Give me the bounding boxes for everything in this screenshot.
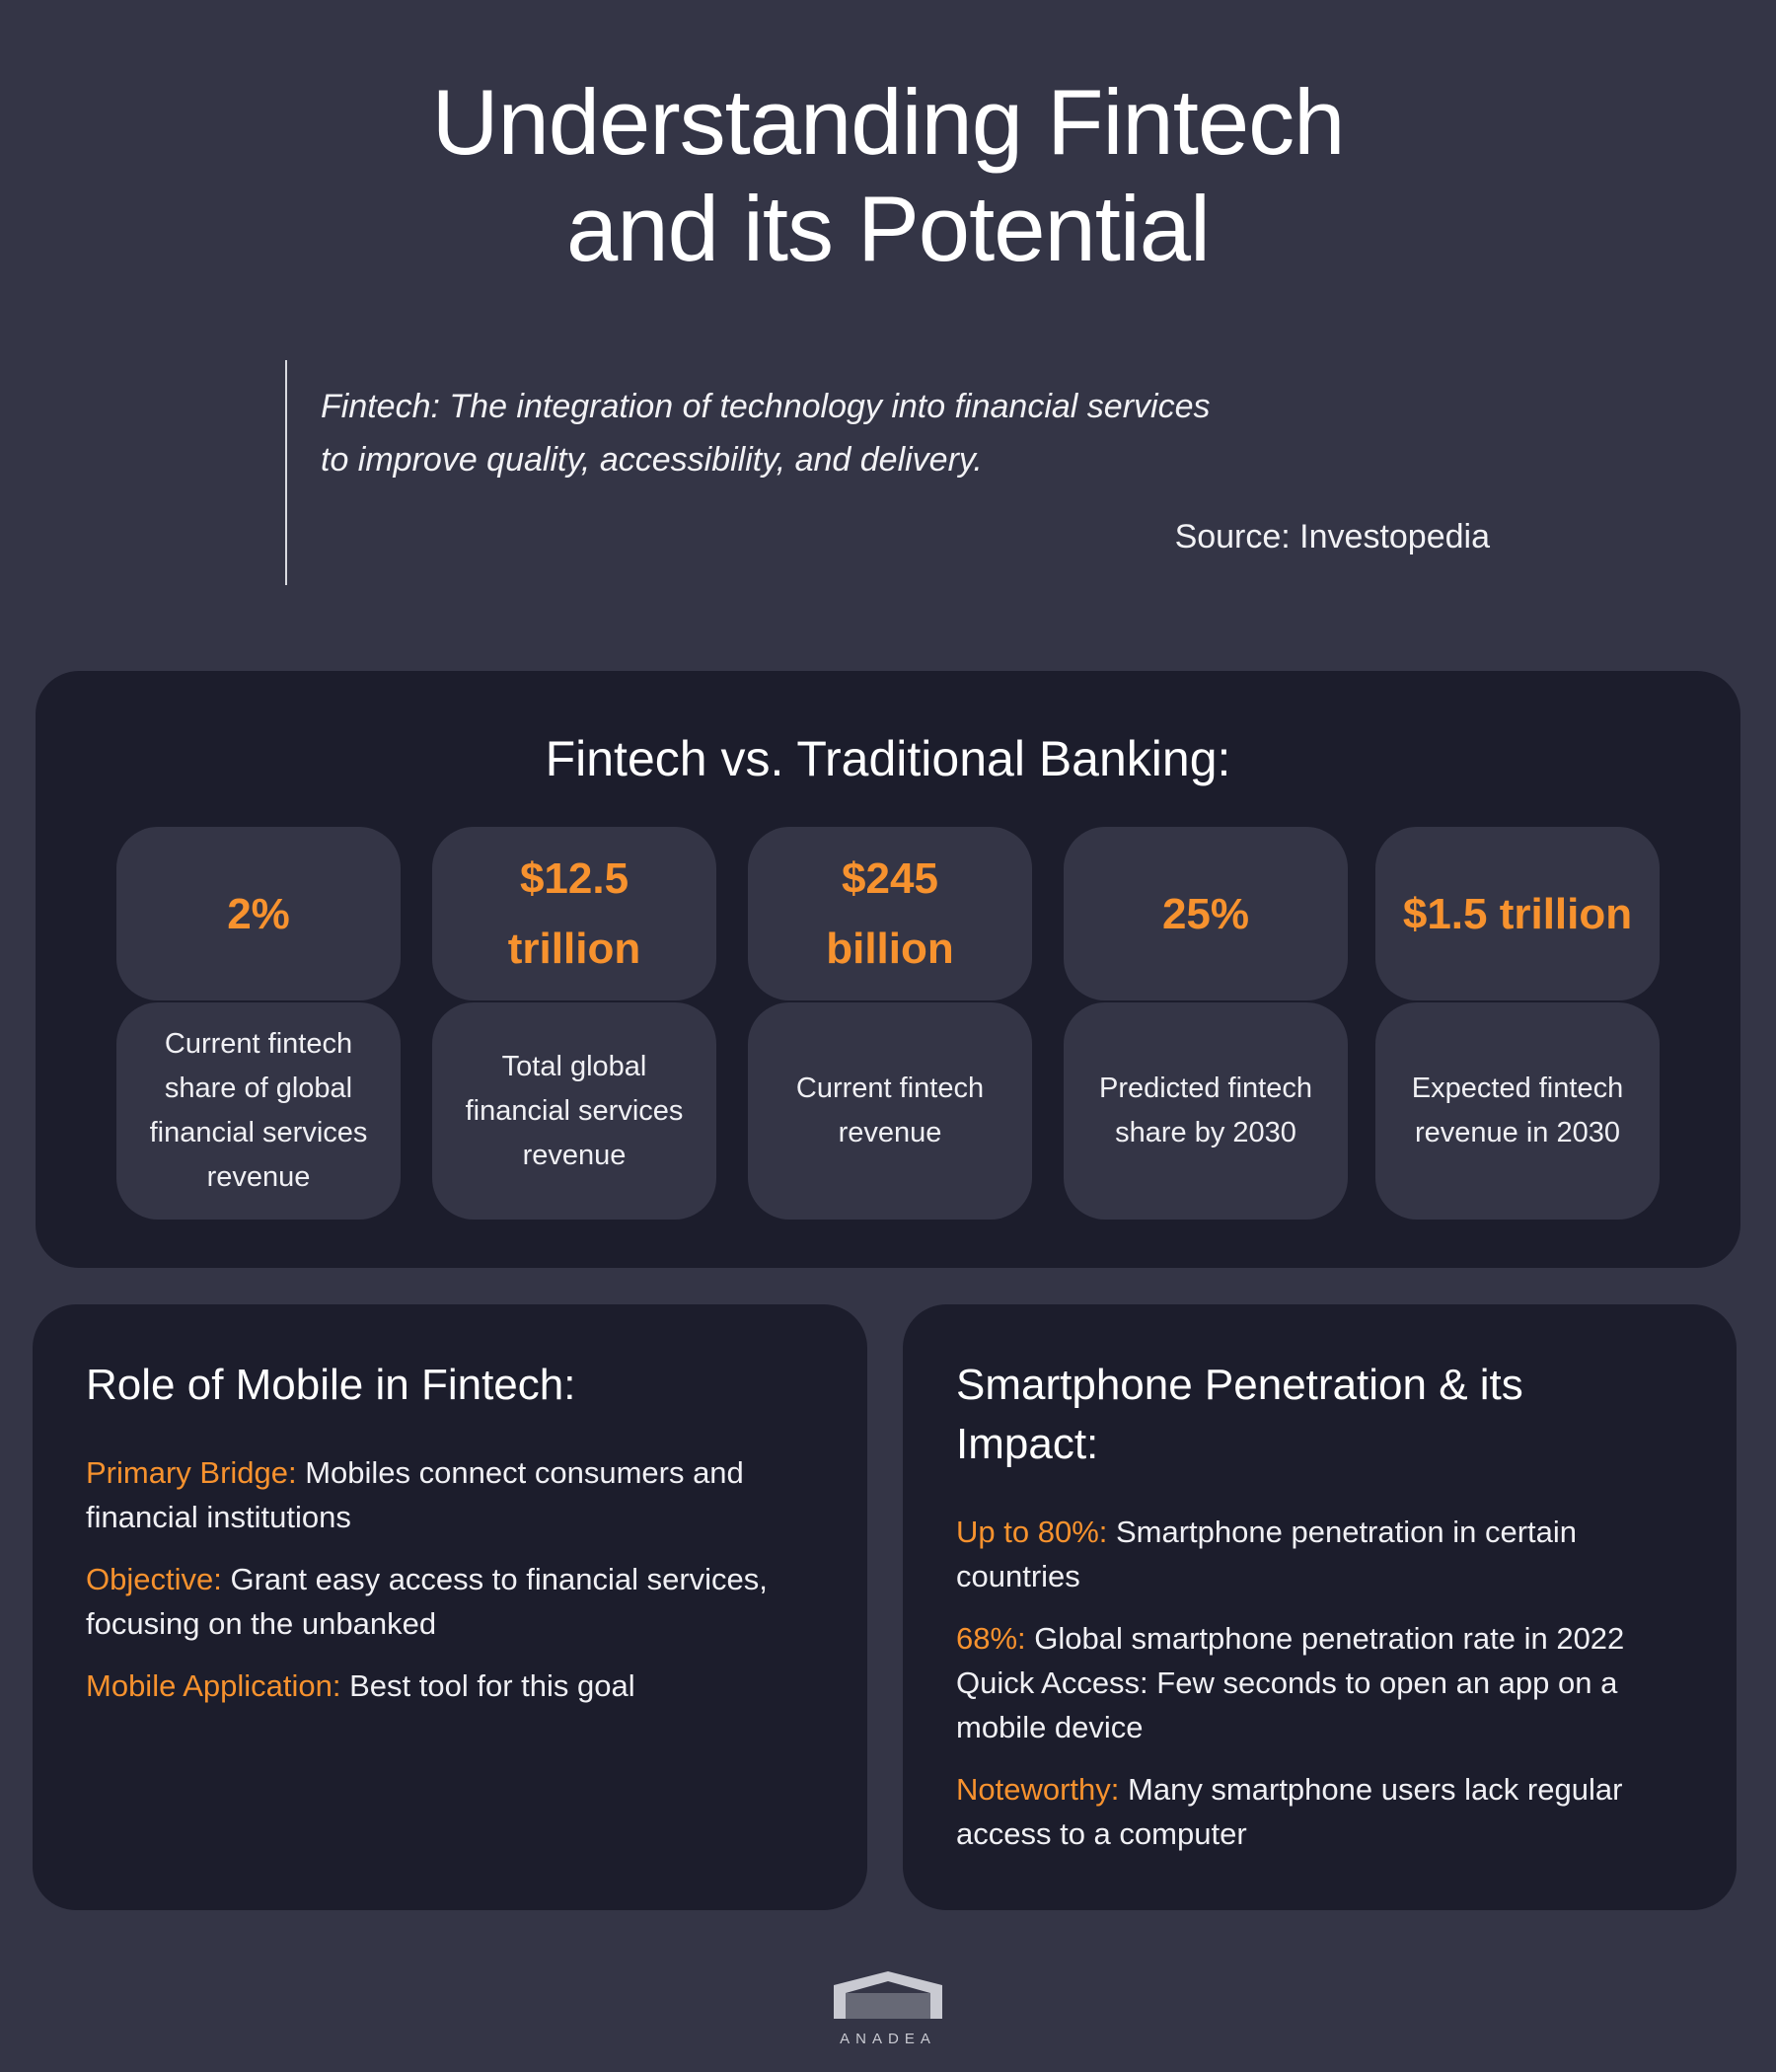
list-item: Noteworthy: Many smartphone users lack r… [956, 1767, 1696, 1856]
item-text: Grant easy access to financial services,… [86, 1562, 768, 1641]
stat-label: Current fintech share of global financia… [116, 1002, 401, 1220]
definition-line-1: Fintech: The integration of technology i… [321, 388, 1211, 425]
stat-card: $1.5 trillion Expected fintech revenue i… [1375, 827, 1660, 1220]
smartphone-list: Up to 80%: Smartphone penetration in cer… [956, 1510, 1696, 1874]
page-title-line-2: and its Potential [566, 177, 1211, 280]
stat-card: 2% Current fintech share of global finan… [116, 827, 401, 1220]
stat-value: 2% [116, 827, 401, 1000]
item-key: Noteworthy: [956, 1772, 1120, 1807]
item-key: 68%: [956, 1621, 1026, 1656]
list-item: Primary Bridge: Mobiles connect consumer… [86, 1450, 826, 1539]
list-item: 68%: Global smartphone penetration rate … [956, 1616, 1647, 1749]
item-key: Up to 80%: [956, 1515, 1108, 1549]
mobile-role-panel: Role of Mobile in Fintech: Primary Bridg… [33, 1304, 867, 1910]
definition-quote: Fintech: The integration of technology i… [321, 380, 1268, 486]
mobile-role-title: Role of Mobile in Fintech: [86, 1361, 576, 1409]
definition-line-2: to improve quality, accessibility, and d… [321, 441, 983, 479]
item-text: Mobiles connect consumers and financial … [86, 1455, 744, 1534]
page-title-line-1: Understanding Fintech [431, 70, 1346, 174]
definition-source: Source: Investopedia [1174, 518, 1490, 555]
page-title: Understanding Fintech and its Potential [0, 69, 1776, 282]
anadea-roof-logo-icon [834, 1971, 942, 2019]
mobile-role-list: Primary Bridge: Mobiles connect consumer… [86, 1450, 826, 1726]
stat-card: 25% Predicted fintech share by 2030 [1064, 827, 1348, 1220]
smartphone-panel: Smartphone Penetration & its Impact: Up … [903, 1304, 1737, 1910]
stat-card: $12.5 trillion Total global financial se… [432, 827, 716, 1220]
item-text: Global smartphone penetration rate in 20… [956, 1621, 1625, 1744]
quote-divider [285, 360, 287, 585]
stat-value: $1.5 trillion [1375, 827, 1660, 1000]
stat-label: Current fintech revenue [748, 1002, 1032, 1220]
item-text: Best tool for this goal [340, 1668, 635, 1703]
stat-label: Total global financial services revenue [432, 1002, 716, 1220]
brand-name: ANADEA [840, 2031, 936, 2047]
comparison-title: Fintech vs. Traditional Banking: [545, 731, 1231, 786]
stat-label: Predicted fintech share by 2030 [1064, 1002, 1348, 1220]
list-item: Objective: Grant easy access to financia… [86, 1557, 826, 1646]
list-item: Mobile Application: Best tool for this g… [86, 1664, 826, 1708]
stat-value: 25% [1064, 827, 1348, 1000]
stat-value: $245 billion [748, 827, 1032, 1000]
smartphone-title: Smartphone Penetration & its Impact: [956, 1361, 1523, 1468]
item-text: Many smartphone users lack regular acces… [956, 1772, 1623, 1851]
comparison-panel: Fintech vs. Traditional Banking: 2% Curr… [36, 671, 1740, 1268]
stat-value: $12.5 trillion [432, 827, 716, 1000]
stat-label: Expected fintech revenue in 2030 [1375, 1002, 1660, 1220]
item-key: Objective: [86, 1562, 222, 1596]
item-key: Mobile Application: [86, 1668, 341, 1703]
item-key: Primary Bridge: [86, 1455, 297, 1490]
stat-card: $245 billion Current fintech revenue [748, 827, 1032, 1220]
item-text: Smartphone penetration in certain countr… [956, 1515, 1578, 1593]
list-item: Up to 80%: Smartphone penetration in cer… [956, 1510, 1696, 1598]
